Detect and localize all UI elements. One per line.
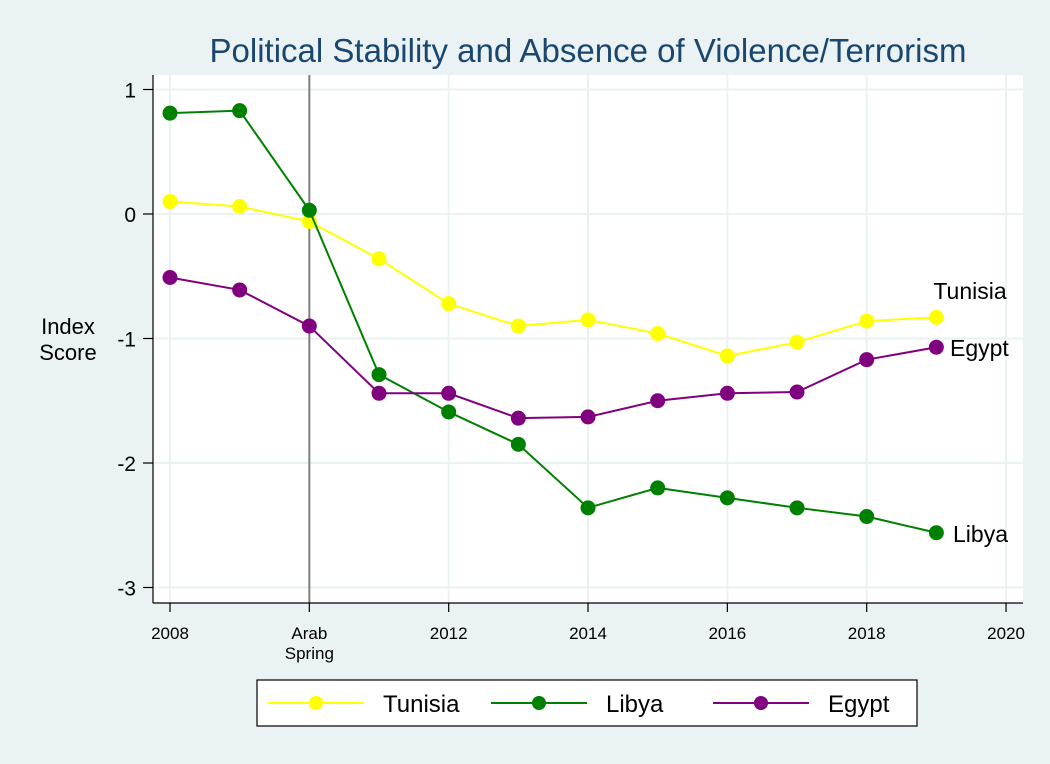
- data-point-tunisia: [650, 326, 666, 342]
- data-point-tunisia: [859, 313, 875, 329]
- data-point-egypt: [580, 409, 596, 425]
- data-point-egypt: [441, 385, 457, 401]
- legend-swatch-marker: [309, 696, 323, 710]
- end-label-tunisia: Tunisia: [933, 278, 1006, 304]
- legend-swatch-marker: [754, 696, 768, 710]
- data-point-egypt: [859, 352, 875, 368]
- legend-item-egypt: Egypt: [713, 691, 890, 718]
- data-point-tunisia: [580, 312, 596, 328]
- data-point-egypt: [510, 410, 526, 426]
- chart-title: Political Stability and Absence of Viole…: [210, 32, 967, 69]
- data-point-tunisia: [232, 199, 248, 215]
- y-tick-label: -2: [117, 453, 136, 476]
- x-tick-label: Arab: [291, 624, 327, 643]
- data-point-libya: [859, 509, 875, 525]
- data-point-libya: [232, 103, 248, 119]
- legend-label-egypt: Egypt: [828, 691, 890, 718]
- series-tunisia: [162, 194, 944, 364]
- y-tick-label: -1: [117, 329, 136, 352]
- y-tick-label: -3: [117, 578, 136, 601]
- data-point-libya: [162, 105, 178, 121]
- data-point-libya: [301, 202, 317, 218]
- data-point-libya: [580, 500, 596, 516]
- data-point-egypt: [650, 393, 666, 409]
- series-line-tunisia: [169, 200, 937, 357]
- y-axis-label-line-2: Score: [39, 340, 96, 365]
- data-point-tunisia: [928, 309, 944, 325]
- data-point-tunisia: [510, 318, 526, 334]
- series-libya: [162, 103, 944, 541]
- legend-swatch-marker: [532, 696, 546, 710]
- y-axis-label-line-1: Index: [41, 314, 95, 339]
- x-tick-label: 2016: [708, 624, 746, 643]
- data-point-tunisia: [441, 296, 457, 312]
- data-point-egypt: [928, 339, 944, 355]
- x-tick-label: 2020: [987, 624, 1025, 643]
- data-point-libya: [789, 500, 805, 516]
- y-tick-label: 0: [124, 204, 136, 227]
- data-point-egypt: [371, 385, 387, 401]
- data-point-libya: [719, 490, 735, 506]
- y-ticks: 1 0 -1 -2 -3: [117, 80, 153, 601]
- x-tick-label: 2008: [151, 624, 189, 643]
- x-tick-label: 2014: [569, 624, 607, 643]
- legend-label-libya: Libya: [606, 691, 664, 718]
- data-point-egypt: [301, 318, 317, 334]
- end-label-egypt: Egypt: [950, 335, 1009, 361]
- legend-label-tunisia: Tunisia: [383, 691, 460, 718]
- series-egypt: [162, 269, 944, 426]
- data-point-libya: [441, 404, 457, 420]
- data-point-tunisia: [371, 251, 387, 267]
- legend-item-libya: Libya: [491, 691, 664, 718]
- data-point-tunisia: [789, 334, 805, 350]
- data-point-tunisia: [719, 348, 735, 364]
- data-point-libya: [928, 525, 944, 541]
- data-point-libya: [650, 480, 666, 496]
- x-tick-label: Spring: [285, 644, 334, 663]
- series-group: [162, 103, 944, 541]
- data-point-egypt: [232, 282, 248, 298]
- end-labels: Tunisia Egypt Libya: [933, 278, 1009, 547]
- data-point-egypt: [162, 269, 178, 285]
- data-point-tunisia: [162, 194, 178, 210]
- y-tick-label: 1: [124, 80, 136, 103]
- series-line-libya: [169, 109, 937, 534]
- legend: Tunisia Libya Egypt: [256, 679, 918, 727]
- series-line-egypt: [169, 276, 937, 420]
- x-tick-label: 2018: [848, 624, 886, 643]
- data-point-libya: [371, 367, 387, 383]
- x-tick-label: 2012: [430, 624, 468, 643]
- legend-item-tunisia: Tunisia: [268, 691, 460, 718]
- data-point-libya: [510, 436, 526, 452]
- y-axis-label: Index Score: [39, 314, 96, 365]
- data-point-egypt: [719, 385, 735, 401]
- end-label-libya: Libya: [953, 521, 1008, 547]
- data-point-egypt: [789, 384, 805, 400]
